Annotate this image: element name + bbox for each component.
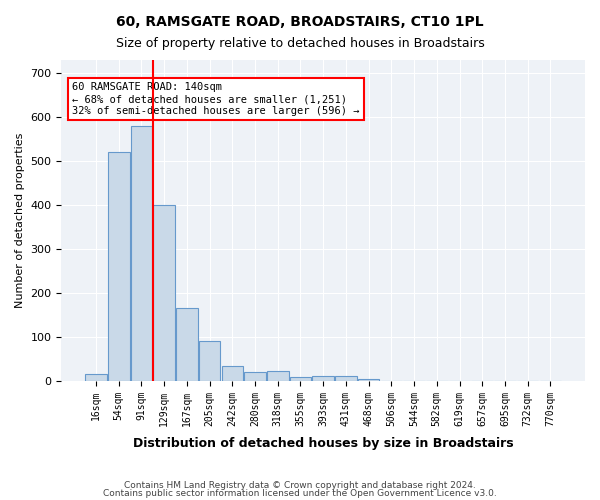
Bar bbox=[85, 374, 107, 381]
Bar bbox=[199, 342, 220, 381]
Text: 60, RAMSGATE ROAD, BROADSTAIRS, CT10 1PL: 60, RAMSGATE ROAD, BROADSTAIRS, CT10 1PL bbox=[116, 15, 484, 29]
Text: Size of property relative to detached houses in Broadstairs: Size of property relative to detached ho… bbox=[116, 38, 484, 51]
Text: Contains HM Land Registry data © Crown copyright and database right 2024.: Contains HM Land Registry data © Crown c… bbox=[124, 480, 476, 490]
Bar bbox=[154, 205, 175, 381]
Bar bbox=[244, 372, 266, 381]
Bar bbox=[221, 366, 243, 381]
Bar bbox=[313, 376, 334, 381]
X-axis label: Distribution of detached houses by size in Broadstairs: Distribution of detached houses by size … bbox=[133, 437, 514, 450]
Y-axis label: Number of detached properties: Number of detached properties bbox=[15, 133, 25, 308]
Bar bbox=[131, 126, 152, 381]
Bar bbox=[267, 371, 289, 381]
Bar bbox=[290, 376, 311, 381]
Bar bbox=[358, 378, 379, 381]
Bar bbox=[108, 152, 130, 381]
Text: 60 RAMSGATE ROAD: 140sqm
← 68% of detached houses are smaller (1,251)
32% of sem: 60 RAMSGATE ROAD: 140sqm ← 68% of detach… bbox=[72, 82, 359, 116]
Bar bbox=[176, 308, 197, 381]
Text: Contains public sector information licensed under the Open Government Licence v3: Contains public sector information licen… bbox=[103, 489, 497, 498]
Bar bbox=[335, 376, 357, 381]
